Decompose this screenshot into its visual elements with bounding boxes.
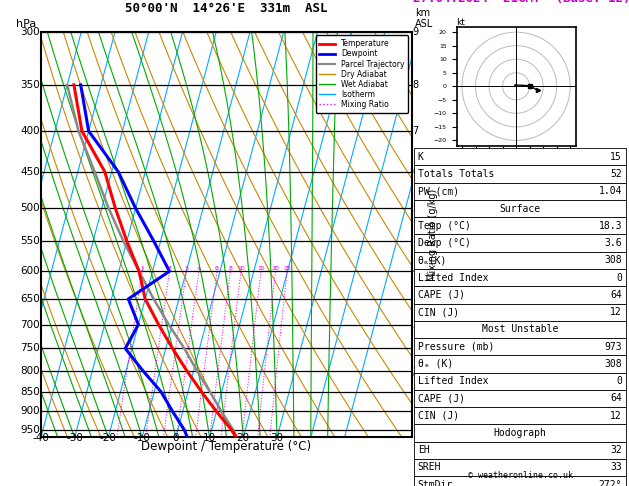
Legend: Temperature, Dewpoint, Parcel Trajectory, Dry Adiabat, Wet Adiabat, Isotherm, Mi: Temperature, Dewpoint, Parcel Trajectory… xyxy=(316,35,408,113)
Text: -20: -20 xyxy=(100,433,117,443)
Text: K: K xyxy=(418,152,423,162)
Text: 2: 2 xyxy=(413,366,419,376)
Text: CIN (J): CIN (J) xyxy=(418,411,459,421)
Text: Totals Totals: Totals Totals xyxy=(418,169,494,179)
Text: 15: 15 xyxy=(610,152,622,162)
Text: 900: 900 xyxy=(20,406,40,417)
Text: 0: 0 xyxy=(172,433,179,443)
Text: 1: 1 xyxy=(140,266,144,271)
Text: Pressure (mb): Pressure (mb) xyxy=(418,342,494,352)
Text: 9: 9 xyxy=(413,27,419,36)
Text: 64: 64 xyxy=(610,393,622,403)
Text: km
ASL: km ASL xyxy=(415,8,433,29)
Text: 1.04: 1.04 xyxy=(599,186,622,196)
Text: 4: 4 xyxy=(197,266,201,271)
Text: Lifted Index: Lifted Index xyxy=(418,376,488,386)
Text: 400: 400 xyxy=(20,126,40,136)
Text: CAPE (J): CAPE (J) xyxy=(418,290,465,300)
Text: 2: 2 xyxy=(167,266,172,271)
Text: Temp (°C): Temp (°C) xyxy=(418,221,470,231)
Text: 27.04.2024  21GMT  (Base: 12): 27.04.2024 21GMT (Base: 12) xyxy=(413,0,629,5)
Text: 7: 7 xyxy=(413,126,419,136)
Text: 550: 550 xyxy=(20,236,40,246)
Text: -10: -10 xyxy=(133,433,150,443)
Text: -40: -40 xyxy=(33,433,49,443)
Text: 5½: 5½ xyxy=(413,203,428,213)
Text: 50°00'N  14°26'E  331m  ASL: 50°00'N 14°26'E 331m ASL xyxy=(125,1,328,15)
Text: 3: 3 xyxy=(184,266,189,271)
Text: 15: 15 xyxy=(257,266,265,271)
Text: 650: 650 xyxy=(20,294,40,304)
Text: 64: 64 xyxy=(610,290,622,300)
Text: StmDir: StmDir xyxy=(418,480,453,486)
Text: 600: 600 xyxy=(20,266,40,276)
Text: Hodograph: Hodograph xyxy=(493,428,547,438)
Text: SREH: SREH xyxy=(418,462,441,472)
Text: 30: 30 xyxy=(270,433,284,443)
Text: 20: 20 xyxy=(272,266,279,271)
Text: 973: 973 xyxy=(604,342,622,352)
Text: 8: 8 xyxy=(413,80,419,90)
Text: 12: 12 xyxy=(610,307,622,317)
Text: hPa: hPa xyxy=(16,19,36,29)
Text: Mixing Ratio (g/kg): Mixing Ratio (g/kg) xyxy=(428,189,438,280)
Text: 4: 4 xyxy=(413,266,419,276)
Text: 20: 20 xyxy=(237,433,250,443)
Text: Dewp (°C): Dewp (°C) xyxy=(418,238,470,248)
Text: 18.3: 18.3 xyxy=(599,221,622,231)
Text: θₑ (K): θₑ (K) xyxy=(418,359,453,369)
Text: 10: 10 xyxy=(203,433,216,443)
Text: Lifted Index: Lifted Index xyxy=(418,273,488,283)
Text: kt: kt xyxy=(457,17,465,27)
Text: 6: 6 xyxy=(413,167,419,177)
Text: θₑ(K): θₑ(K) xyxy=(418,255,447,265)
Text: 0: 0 xyxy=(616,273,622,283)
Text: 850: 850 xyxy=(20,387,40,397)
Text: 950: 950 xyxy=(20,425,40,435)
Text: 450: 450 xyxy=(20,167,40,177)
Text: EH: EH xyxy=(418,445,430,455)
Text: 800: 800 xyxy=(20,366,40,376)
Text: 0: 0 xyxy=(616,376,622,386)
Text: 1: 1 xyxy=(413,406,419,417)
Text: 10: 10 xyxy=(237,266,245,271)
Text: PW (cm): PW (cm) xyxy=(418,186,459,196)
Text: 700: 700 xyxy=(20,320,40,330)
X-axis label: Dewpoint / Temperature (°C): Dewpoint / Temperature (°C) xyxy=(142,440,311,453)
Text: 33: 33 xyxy=(610,462,622,472)
Text: 500: 500 xyxy=(20,203,40,213)
Text: CL: CL xyxy=(413,370,424,380)
Text: 350: 350 xyxy=(20,80,40,90)
Text: 52: 52 xyxy=(610,169,622,179)
Text: 300: 300 xyxy=(20,27,40,36)
Text: CIN (J): CIN (J) xyxy=(418,307,459,317)
Text: 12: 12 xyxy=(610,411,622,421)
Text: 32: 32 xyxy=(610,445,622,455)
Text: 25: 25 xyxy=(283,266,291,271)
Text: -30: -30 xyxy=(66,433,83,443)
Text: 3.6: 3.6 xyxy=(604,238,622,248)
Text: CAPE (J): CAPE (J) xyxy=(418,393,465,403)
Text: 6: 6 xyxy=(215,266,219,271)
Text: 272°: 272° xyxy=(599,480,622,486)
Text: 8: 8 xyxy=(228,266,232,271)
Text: Surface: Surface xyxy=(499,204,540,214)
Text: Most Unstable: Most Unstable xyxy=(482,324,558,334)
Text: © weatheronline.co.uk: © weatheronline.co.uk xyxy=(469,471,573,480)
Text: 308: 308 xyxy=(604,255,622,265)
Text: 750: 750 xyxy=(20,344,40,353)
Text: 3: 3 xyxy=(413,320,419,330)
Text: 308: 308 xyxy=(604,359,622,369)
